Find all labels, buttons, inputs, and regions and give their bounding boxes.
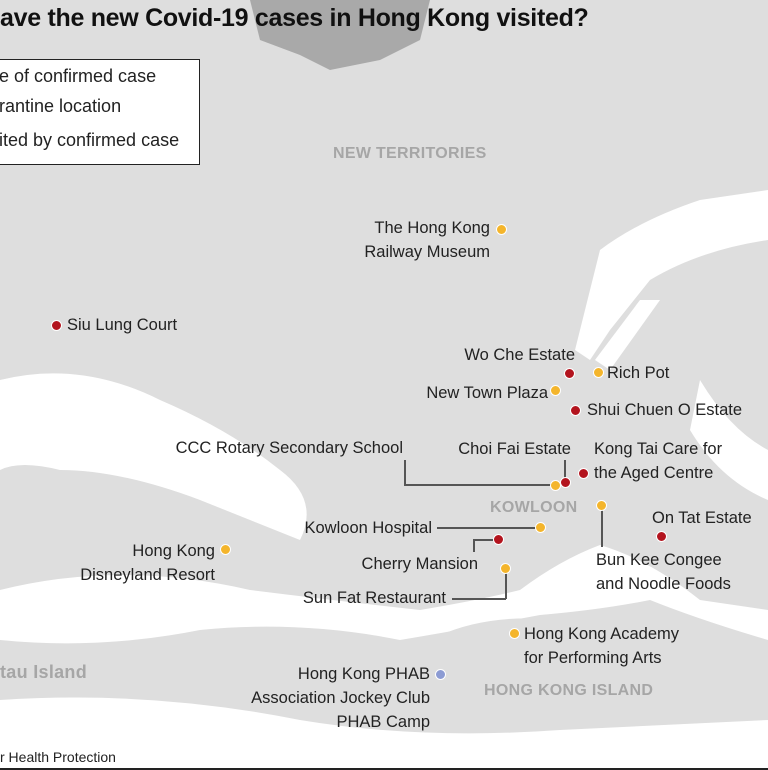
legend-item-residence: e of confirmed case [0,66,157,86]
place-label-shui-chuen-o-estate: Shui Chuen O Estate [587,398,742,422]
place-label-hong-kong-academy-for-performing-arts: Hong Kong Academy for Performing Arts [524,622,679,670]
marker-visited-hong-kong-disneyland-resort[interactable] [220,544,231,555]
place-label-line: Sun Fat Restaurant [302,589,446,607]
marker-residence-kong-tai-care-for-the-aged-centre[interactable] [578,468,589,479]
region-label-kowloon: KOWLOON [490,499,578,516]
place-label-rich-pot: Rich Pot [607,361,669,385]
place-label-line: and Noodle Foods [596,575,731,593]
place-label-line: Shui Chuen O Estate [587,401,743,419]
place-label-sun-fat-restaurant: Sun Fat Restaurant [303,586,446,610]
leader-line-ccc-rotary [404,460,406,485]
place-label-line: Association Jockey Club [251,689,430,707]
marker-residence-siu-lung-court[interactable] [51,320,62,331]
marker-residence-shui-chuen-o-estate[interactable] [570,405,581,416]
marker-residence-on-tat-estate[interactable] [656,531,667,542]
place-label-line: Bun Kee Congee [596,551,722,569]
place-label-line: Cherry Mansion [361,555,478,573]
marker-visited-sun-fat-restaurant[interactable] [500,563,511,574]
place-label-line: Kong Tai Care for [594,440,723,458]
marker-visited-hong-kong-academy-for-performing-arts[interactable] [509,628,520,639]
leader-line-cherry-mansion [473,539,475,552]
leader-line-cherry-mansion [473,539,493,541]
marker-visited-new-town-plaza[interactable] [550,385,561,396]
place-label-hong-kong-disneyland-resort: Hong Kong Disneyland Resort [80,539,215,587]
place-label-line: PHAB Camp [336,713,430,731]
place-label-kong-tai-care-for-the-aged-centre: Kong Tai Care for the Aged Centre [594,437,722,485]
marker-residence-cherry-mansion[interactable] [493,534,504,545]
place-label-wo-che-estate: Wo Che Estate [464,343,575,367]
place-label-line: Railway Museum [364,243,490,261]
place-label-choi-fai-estate: Choi Fai Estate [458,437,571,461]
region-label-hong-kong-island: HONG KONG ISLAND [484,682,654,699]
place-label-line: Hong Kong PHAB [297,665,430,683]
leader-line-sun-fat [505,572,507,599]
leader-line-bun-kee [601,509,603,547]
source-credit: r Health Protection [0,748,768,770]
water-tolo-harbour [575,190,768,360]
leader-line-kowloon-hospital [437,527,535,529]
leader-line-choi-fai [564,460,566,478]
place-label-line: The Hong Kong [374,219,490,237]
region-label-new-territories: NEW TERRITORIES [333,145,487,162]
leader-line-ccc-rotary [404,484,551,486]
water-top [250,0,430,70]
place-label-bun-kee-congee-and-noodle-foods: Bun Kee Congee and Noodle Foods [596,548,731,596]
water-west [0,373,307,540]
water-victoria-harbour [0,545,768,644]
marker-visited-rich-pot[interactable] [593,367,604,378]
region-label-lantau-island: tau Island [0,662,88,682]
place-label-line: Kowloon Hospital [304,519,433,537]
place-label-line: New Town Plaza [426,384,548,402]
place-label-siu-lung-court: Siu Lung Court [67,313,177,337]
place-label-line: the Aged Centre [594,464,714,482]
place-label-line: Disneyland Resort [80,566,215,584]
place-label-line: CCC Rotary Secondary School [175,439,403,457]
marker-visited-kowloon-hospital[interactable] [535,522,546,533]
hong-kong-island [400,618,740,725]
marker-residence-wo-che-estate[interactable] [564,368,575,379]
place-label-on-tat-estate: On Tat Estate [652,506,752,530]
place-label-kowloon-hospital: Kowloon Hospital [305,516,433,540]
water-south [0,697,768,748]
water-shing-mun [595,300,660,370]
water-port-shelter [690,380,768,500]
leader-line-sun-fat [452,598,506,600]
map-title: ave the new Covid-19 cases in Hong Kong … [0,4,589,32]
place-label-hong-kong-phab-association-jockey-club-phab-camp: Hong Kong PHAB Association Jockey Club PHA… [251,662,430,734]
place-label-line: Hong Kong [132,542,215,560]
place-label-line: Hong Kong Academy [524,625,680,643]
lamma-island [250,676,305,720]
legend-item-visited: ited by confirmed case [0,130,180,150]
place-label-line: On Tat Estate [652,509,752,527]
marker-quarantine-hong-kong-phab-association-jockey-club-phab-camp[interactable] [435,669,446,680]
source-text: r Health Protection [0,749,116,765]
marker-visited-the-hong-kong-railway-museum[interactable] [496,224,507,235]
place-label-cherry-mansion: Cherry Mansion [362,552,478,576]
marker-visited-bun-kee-congee-and-noodle-foods[interactable] [596,500,607,511]
place-label-line: Rich Pot [607,364,670,382]
legend: e of confirmed case rantine location ite… [0,59,200,165]
place-label-line: Choi Fai Estate [458,440,571,458]
place-label-ccc-rotary-secondary-school: CCC Rotary Secondary School [176,436,403,460]
place-label-line: Wo Che Estate [464,346,575,364]
place-label-the-hong-kong-railway-museum: The Hong Kong Railway Museum [364,216,490,264]
place-label-new-town-plaza: New Town Plaza [426,381,548,405]
legend-item-quarantine: rantine location [0,96,122,116]
marker-residence-choi-fai-estate[interactable] [560,477,571,488]
place-label-line: Siu Lung Court [67,316,178,334]
place-label-line: for Performing Arts [524,649,662,667]
